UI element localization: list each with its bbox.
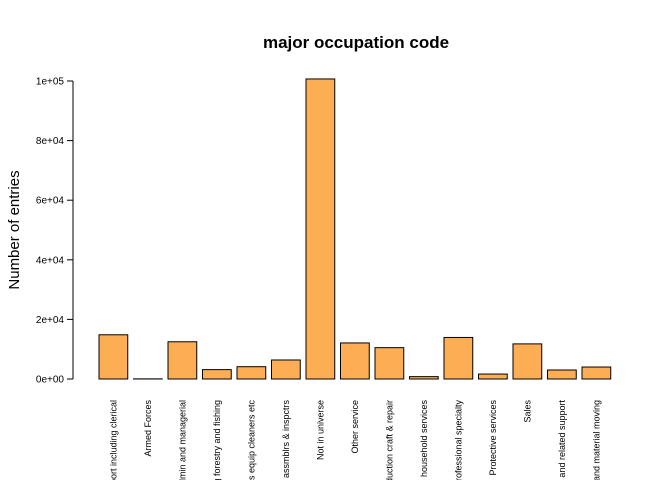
bar	[374, 347, 405, 380]
bar	[478, 373, 508, 380]
x-tick-label: Private household services	[419, 400, 429, 480]
x-tick-label: Armed Forces	[143, 400, 153, 457]
bar	[167, 341, 198, 380]
x-tick-label: Protective services	[488, 400, 498, 476]
y-tick-label: 0e+00	[36, 375, 65, 386]
bar	[202, 369, 232, 380]
chart-title: major occupation code	[263, 33, 449, 52]
x-tick-label: Other service	[350, 400, 360, 454]
x-tick-label: Adm support including clerical	[108, 400, 118, 480]
bar	[98, 334, 129, 380]
y-tick-label: 8e+04	[36, 136, 65, 147]
bar	[236, 366, 267, 380]
y-tick-label: 1e+05	[36, 77, 65, 88]
y-tick-label: 2e+04	[36, 315, 65, 326]
x-tick-label: Handlers equip cleaners etc	[246, 400, 256, 480]
bar	[581, 366, 612, 380]
y-tick-label: 6e+04	[36, 196, 65, 207]
bar	[271, 359, 301, 380]
bar	[340, 342, 370, 380]
x-tick-label: Transportation and material moving	[591, 400, 601, 480]
x-tick-label: Farming forestry and fishing	[212, 400, 222, 480]
bar	[409, 376, 439, 380]
x-tick-label: Precision production craft & repair	[384, 400, 394, 480]
y-tick-label: 4e+04	[36, 255, 65, 266]
bar	[443, 336, 474, 380]
bar	[512, 343, 543, 380]
x-tick-label: Not in universe	[315, 400, 325, 460]
bar	[547, 369, 577, 380]
y-axis-label: Number of entries	[6, 170, 23, 289]
x-tick-label: Sales	[522, 400, 532, 423]
x-tick-label: Machine operators assmblrs & inspctrs	[281, 400, 291, 480]
x-tick-label: Executive admin and managerial	[177, 400, 187, 480]
x-tick-label: Technicians and related support	[557, 400, 567, 480]
x-tick-label: Professional specialty	[453, 400, 463, 480]
bar	[305, 78, 336, 380]
